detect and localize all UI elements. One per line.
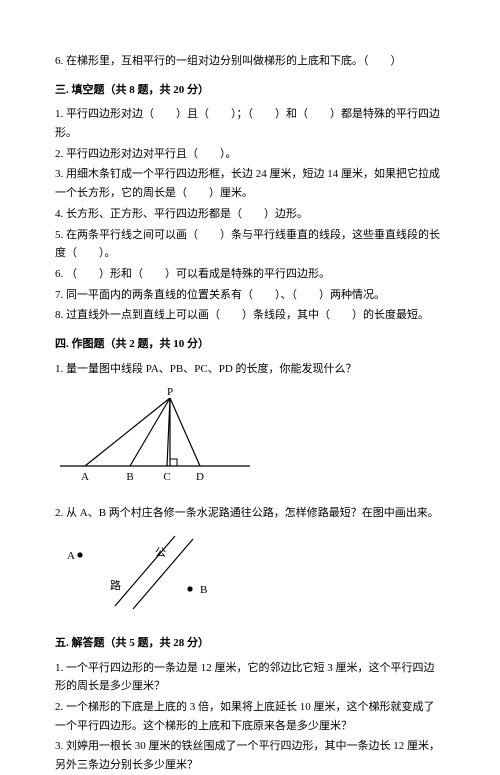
s4-q2: 2. 从 A、B 两个村庄各修一条水泥路通往公路，怎样修路最短？在图中画出来。 bbox=[55, 504, 445, 523]
s3-q6: 6. （ ）形和（ ）可以看成是特殊的平行四边形。 bbox=[55, 265, 445, 284]
s3-q4: 4. 长方形、正方形、平行四边形都是（ ）边形。 bbox=[55, 205, 445, 224]
s4-q1: 1. 量一量图中线段 PA、PB、PC、PD 的长度，你能发现什么？ bbox=[55, 360, 445, 379]
s3-q5: 5. 在两条平行线之间可以画（ ）条与平行线垂直的线段，这些垂直线段的长度（ ）… bbox=[55, 226, 445, 263]
s5-q3: 3. 刘婷用一根长 30 厘米的铁丝围成了一个平行四边形，其中一条边长 12 厘… bbox=[55, 737, 445, 774]
s5-q1: 1. 一个平行四边形的一条边是 12 厘米，它的邻边比它短 3 厘米，这个平行四… bbox=[55, 659, 445, 696]
svg-text:B: B bbox=[200, 584, 207, 596]
figure-2: A B 公路 bbox=[55, 531, 445, 616]
svg-text:P: P bbox=[167, 386, 173, 398]
section-3-title: 三. 填空题（共 8 题，共 20 分） bbox=[55, 81, 445, 100]
s3-q3: 3. 用细木条钉成一个平行四边形框，长边 24 厘米，短边 14 厘米，如果把它… bbox=[55, 165, 445, 202]
svg-text:公: 公 bbox=[155, 547, 166, 559]
section-5-title: 五. 解答题（共 5 题，共 28 分） bbox=[55, 634, 445, 653]
s3-q8: 8. 过直线外一点到直线上可以画（ ）条线段，其中（ ）的长度最短。 bbox=[55, 306, 445, 325]
svg-text:路: 路 bbox=[110, 579, 121, 592]
s3-q1: 1. 平行四边形对边（ ）且（ ）；（ ）和（ ）都是特殊的平行四边形。 bbox=[55, 105, 445, 142]
svg-text:A: A bbox=[67, 550, 75, 562]
figure-1: P A B C D bbox=[55, 386, 445, 486]
figure-2-svg: A B 公路 bbox=[55, 531, 225, 616]
s3-q2: 2. 平行四边形对边对平行且（ ）。 bbox=[55, 145, 445, 164]
svg-text:C: C bbox=[163, 471, 170, 483]
svg-text:B: B bbox=[126, 471, 133, 483]
question-6-tf: 6. 在梯形里，互相平行的一组对边分别叫做梯形的上底和下底。（ ） bbox=[55, 52, 445, 71]
figure-1-svg: P A B C D bbox=[55, 386, 255, 486]
s3-q7: 7. 同一平面内的两条直线的位置关系有（ ）、（ ）两种情况。 bbox=[55, 286, 445, 305]
svg-text:A: A bbox=[81, 471, 89, 483]
svg-text:D: D bbox=[196, 471, 204, 483]
section-4-title: 四. 作图题（共 2 题，共 10 分） bbox=[55, 335, 445, 354]
s5-q2: 2. 一个梯形的下底是上底的 3 倍，如果将上底延长 10 厘米，这个梯形就变成… bbox=[55, 698, 445, 735]
